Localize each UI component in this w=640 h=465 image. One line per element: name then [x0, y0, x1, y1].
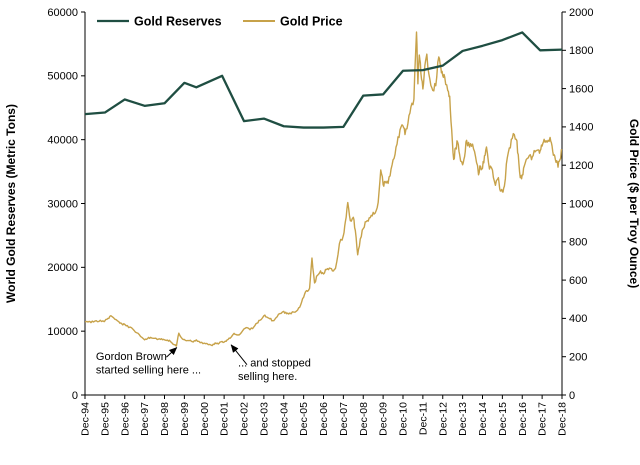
x-axis-tick-label: Dec-15 [497, 402, 509, 436]
x-axis-tick-label: Dec-14 [477, 402, 489, 436]
right-axis-tick-label: 1000 [569, 198, 593, 210]
x-axis-tick-label: Dec-17 [537, 402, 549, 436]
left-axis-tick-label: 50000 [47, 71, 78, 83]
left-axis-title: World Gold Reserves (Metric Tons) [4, 104, 18, 303]
right-axis-tick-label: 800 [569, 237, 587, 249]
axis-tick-labels: 0 10000 20000 30000 40000 50000 60000 0 200 400 60… [47, 7, 593, 436]
x-axis-tick-label: Dec-13 [457, 402, 469, 436]
left-axis-tick-label: 40000 [47, 134, 78, 146]
x-axis-tick-label: Dec-94 [80, 402, 92, 436]
x-axis-tick-label: Dec-02 [239, 402, 251, 436]
x-axis-tick-label: Dec-08 [358, 402, 370, 436]
left-axis-tick-label: 20000 [47, 262, 78, 274]
left-axis-tick-label: 60000 [47, 7, 78, 19]
annotation-text: started selling here ... [96, 364, 201, 376]
x-axis-tick-label: Dec-04 [278, 402, 290, 436]
x-axis-tick-label: Dec-99 [179, 402, 191, 436]
right-axis-tick-label: 200 [569, 352, 587, 364]
right-axis-tick-label: 2000 [569, 7, 593, 19]
x-axis-tick-label: Dec-96 [119, 402, 131, 436]
legend-item-1: Gold Price [243, 15, 343, 29]
annotation-text: selling here. [238, 371, 297, 383]
right-axis-tick-label: 1600 [569, 83, 593, 95]
x-axis-tick-label: Dec-07 [338, 402, 350, 436]
x-axis-tick-label: Dec-95 [99, 402, 111, 436]
x-axis-tick-label: Dec-11 [417, 402, 429, 435]
x-axis-tick-label: Dec-06 [318, 402, 330, 436]
annotation-text: ... and stopped [238, 358, 311, 370]
left-axis-tick-label: 10000 [47, 326, 78, 338]
gold-price-line [84, 31, 563, 347]
left-axis-tick-label: 30000 [47, 198, 78, 210]
gold-reserves-line [84, 31, 563, 129]
right-axis-title: Gold Price ($ per Troy Ounce) [627, 119, 640, 288]
left-axis-tick-label: 0 [72, 390, 78, 402]
x-axis-tick-label: Dec-05 [298, 402, 310, 436]
annotation-arrow [166, 347, 178, 358]
x-axis-tick-label: Dec-01 [219, 402, 231, 436]
right-axis-tick-label: 0 [569, 390, 575, 402]
annotation-text: Gordon Brown [96, 351, 167, 363]
right-axis-tick-label: 1200 [569, 160, 593, 172]
axes [81, 11, 566, 399]
legend-item-0: Gold Reserves [97, 15, 222, 29]
x-axis-tick-label: Dec-97 [139, 402, 151, 436]
legend-label: Gold Reserves [134, 15, 222, 29]
x-axis-tick-label: Dec-18 [557, 402, 569, 436]
x-axis-tick-label: Dec-98 [159, 402, 171, 436]
x-axis-tick-label: Dec-16 [517, 402, 529, 436]
legend-label: Gold Price [280, 15, 343, 29]
x-axis-tick-label: Dec-12 [437, 402, 449, 436]
annotation-arrow [230, 344, 248, 366]
x-axis-tick-label: Dec-00 [199, 402, 211, 436]
x-axis-tick-label: Dec-03 [258, 402, 270, 436]
right-axis-tick-label: 600 [569, 275, 587, 287]
legend: Gold Reserves Gold Price [97, 15, 343, 29]
right-axis-tick-label: 400 [569, 313, 587, 325]
right-axis-tick-label: 1800 [569, 45, 593, 57]
x-axis-tick-label: Dec-09 [378, 402, 390, 436]
right-axis-tick-label: 1400 [569, 122, 593, 134]
x-axis-tick-label: Dec-10 [398, 402, 410, 436]
